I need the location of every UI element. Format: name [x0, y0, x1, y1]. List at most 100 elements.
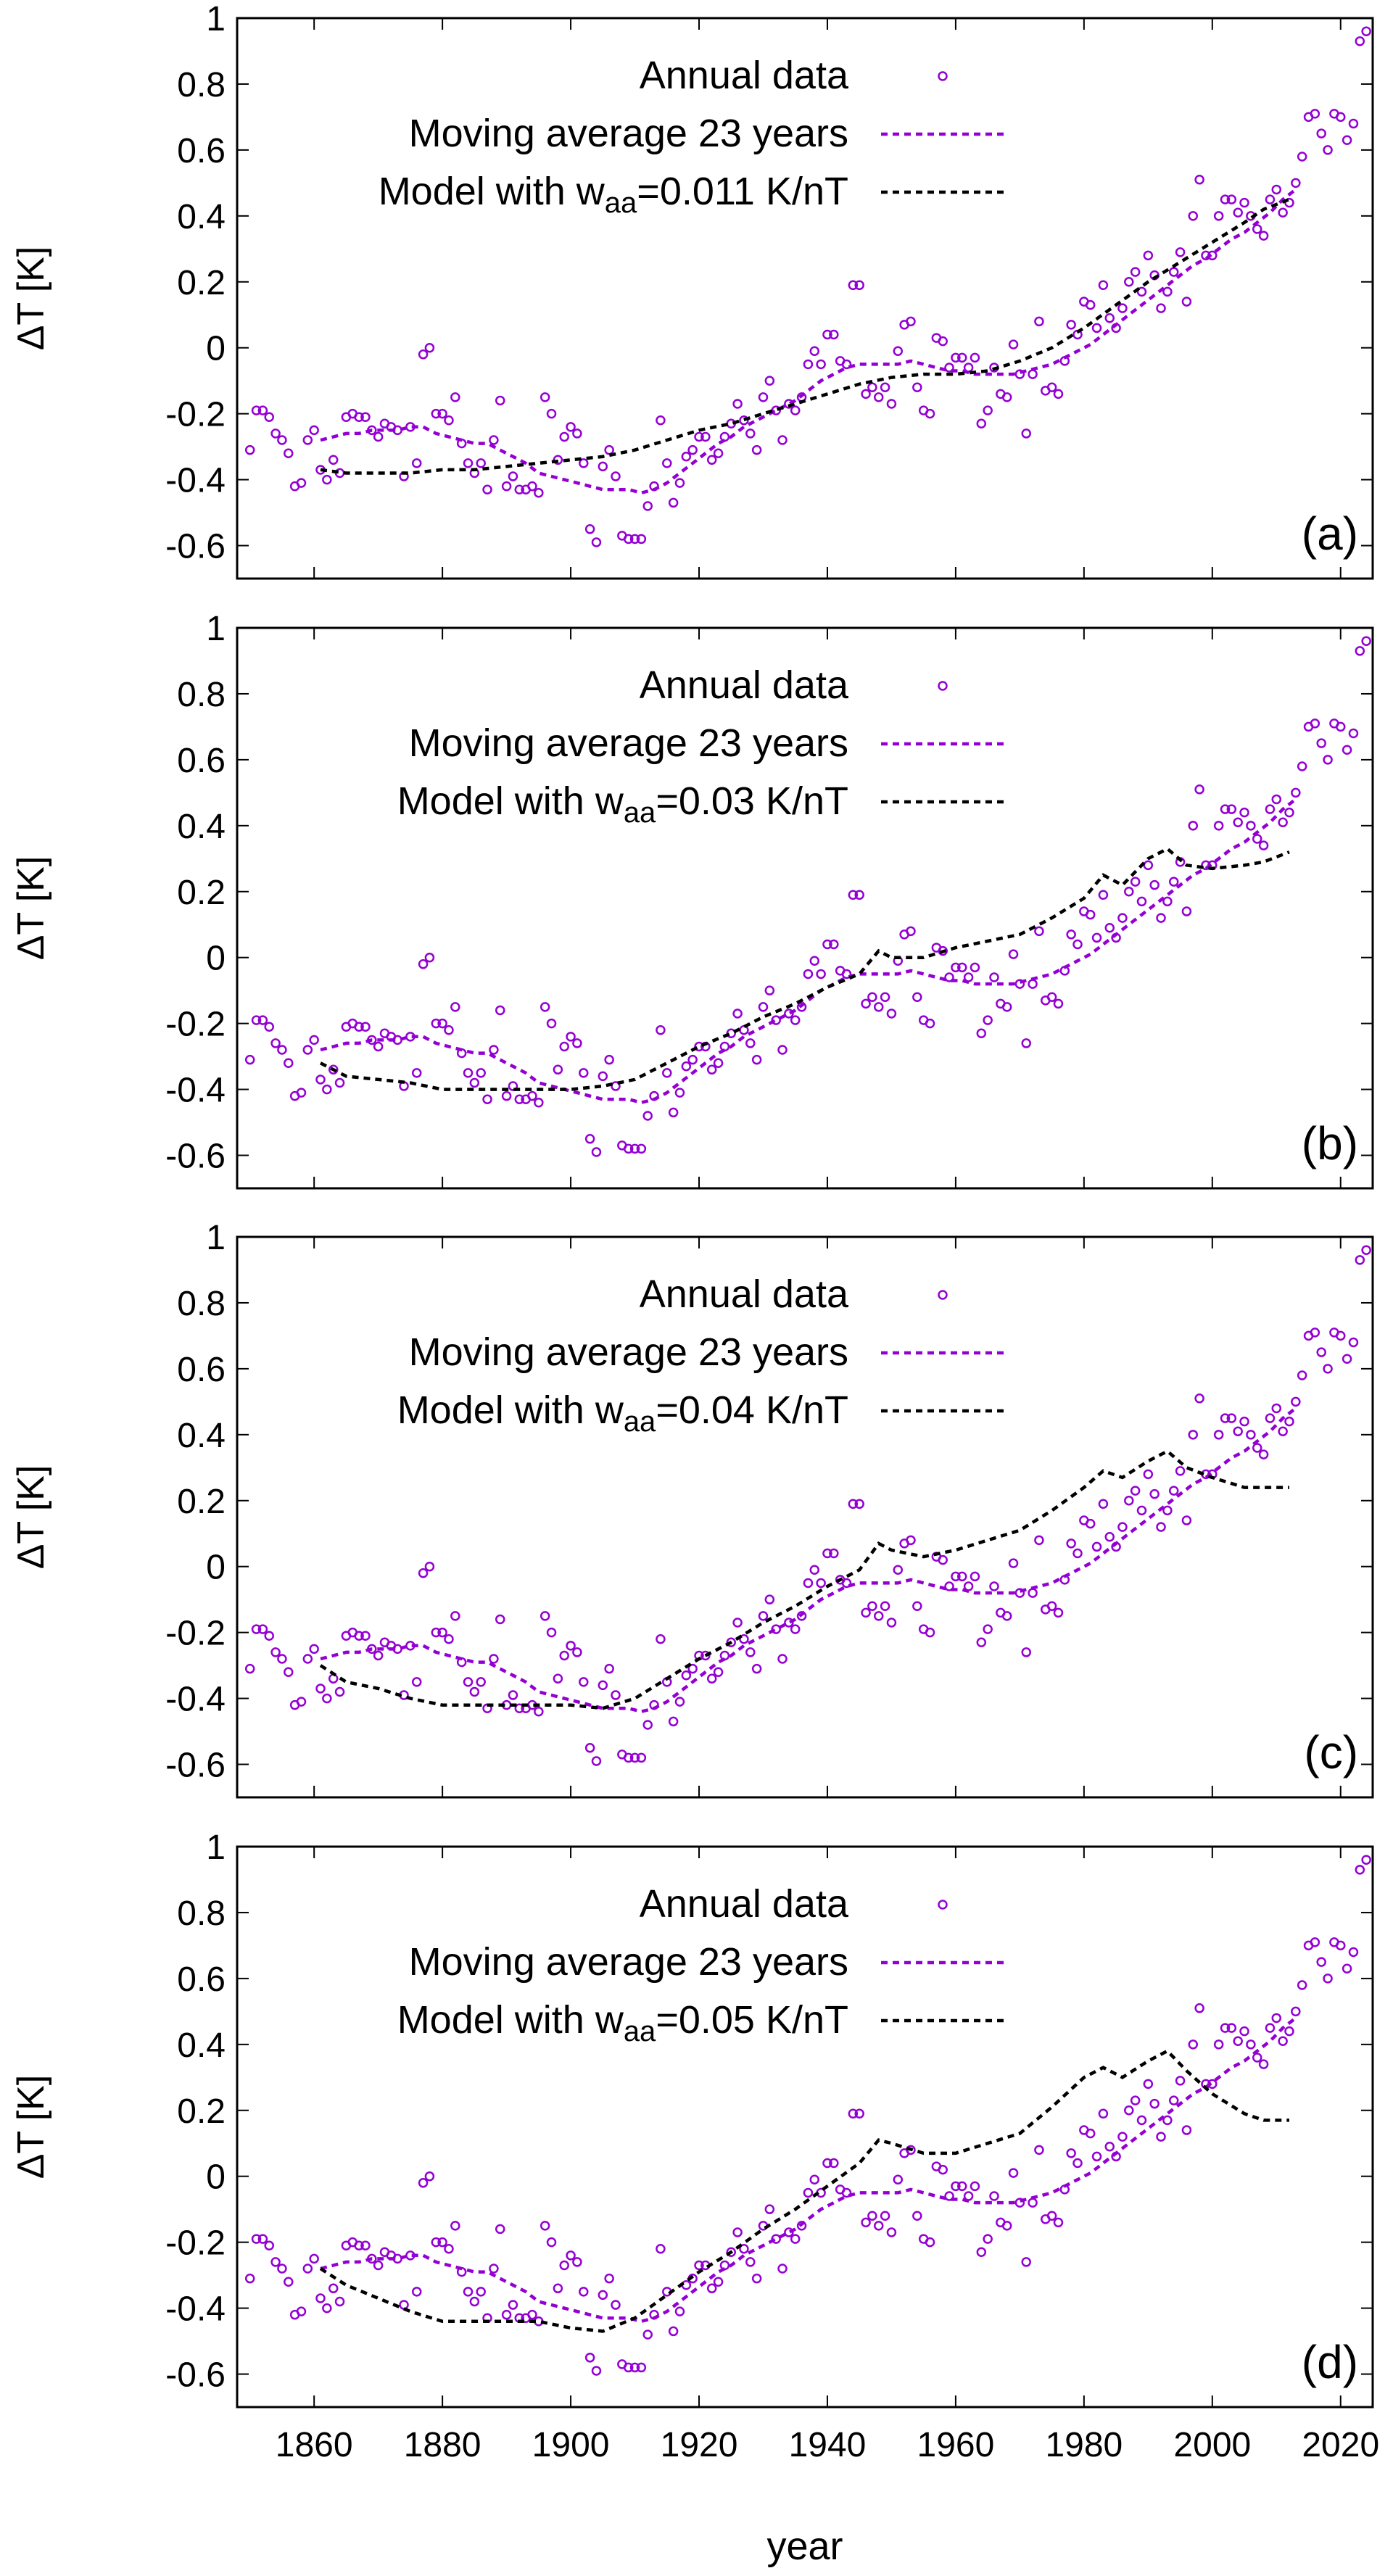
annual-data-point — [514, 484, 525, 494]
annual-data-point — [270, 428, 281, 439]
annual-data-point — [1066, 929, 1076, 940]
annual-data-point — [360, 2240, 371, 2250]
annual-data-point — [1316, 1347, 1326, 1357]
annual-data-point — [796, 1611, 807, 1621]
annual-data-point — [1239, 1416, 1249, 1427]
annual-data-point — [1014, 369, 1025, 379]
y-tick-label: 0.2 — [177, 2092, 226, 2131]
annual-data-point — [719, 431, 730, 442]
annual-data-point — [906, 2145, 916, 2155]
annual-data-point — [495, 2224, 505, 2235]
annual-data-point — [944, 972, 954, 982]
annual-data-point — [841, 969, 852, 980]
annual-data-point — [1297, 761, 1307, 771]
annual-data-point — [893, 1565, 904, 1575]
x-tick-label: 1940 — [789, 2426, 867, 2464]
annual-data-point — [771, 1624, 781, 1634]
annual-data-point — [598, 461, 608, 472]
annual-data-point — [726, 2247, 737, 2258]
annual-data-point — [322, 474, 332, 485]
annual-data-point — [309, 1644, 319, 1654]
annual-data-point — [1220, 194, 1231, 204]
annual-data-point — [508, 1690, 518, 1700]
y-tick-label: 0.8 — [177, 1894, 226, 1933]
annual-data-point — [873, 2221, 884, 2231]
annual-data-point — [501, 1090, 512, 1101]
annual-data-point — [611, 2300, 621, 2310]
annual-data-point — [976, 2247, 987, 2258]
y-axis-label: ΔT [K] — [10, 247, 52, 351]
annual-data-point — [1053, 389, 1064, 399]
annual-data-point — [1342, 745, 1352, 755]
annual-data-point — [546, 2237, 557, 2248]
annual-data-point — [1156, 913, 1166, 923]
annual-data-point — [579, 2287, 589, 2297]
annual-data-point — [886, 1009, 897, 1019]
annual-data-point — [444, 1633, 454, 1644]
annual-data-point — [1066, 2148, 1076, 2158]
annual-data-point — [598, 2290, 608, 2300]
annual-data-point — [906, 926, 916, 937]
annual-data-point — [360, 1631, 371, 1641]
x-tick-label: 1880 — [404, 2426, 481, 2464]
annual-data-point — [816, 1578, 826, 1589]
annual-data-point — [1098, 2108, 1109, 2119]
y-tick-label: -0.6 — [165, 528, 226, 566]
annual-data-point — [546, 1627, 557, 1638]
annual-data-point — [886, 399, 897, 409]
annual-data-point — [270, 1647, 281, 1657]
annual-data-point — [867, 992, 877, 1003]
annual-data-point — [662, 458, 672, 468]
annual-data-point — [1162, 1505, 1173, 1516]
annual-data-point — [713, 2277, 724, 2287]
annual-data-point — [1021, 1038, 1031, 1048]
moving-average-line — [320, 188, 1297, 495]
annual-data-point — [873, 392, 884, 402]
annual-data-point — [970, 1571, 980, 1582]
y-tick-label: -0.4 — [165, 1072, 226, 1110]
annual-data-point — [1291, 178, 1301, 189]
plot-frame — [236, 1235, 1374, 1799]
annual-data-point — [1014, 2198, 1025, 2208]
annual-data-point — [1278, 817, 1288, 828]
annual-data-point — [1124, 887, 1134, 897]
annual-data-point — [764, 2204, 775, 2214]
y-tick-label: 0 — [206, 2158, 226, 2197]
annual-data-point — [1258, 231, 1269, 241]
annual-data-point — [1188, 1430, 1199, 1440]
annual-data-point — [559, 1650, 569, 1661]
plot-frame — [236, 17, 1374, 580]
annual-data-point — [751, 1054, 762, 1065]
annual-data-point — [424, 342, 435, 353]
annual-data-point — [739, 2243, 749, 2254]
annual-data-point — [687, 1663, 698, 1674]
annual-data-point — [983, 2234, 993, 2244]
annual-data-point — [1188, 211, 1199, 221]
annual-data-point — [251, 1015, 262, 1025]
annual-data-point — [1336, 1940, 1346, 1951]
annual-data-point — [559, 431, 569, 442]
annual-data-point — [1342, 1354, 1352, 1364]
y-tick-label: 0.2 — [177, 264, 226, 302]
annual-data-point — [1168, 877, 1179, 887]
annual-data-point — [1130, 2095, 1141, 2105]
annual-data-point — [1156, 303, 1166, 313]
annual-data-point — [315, 1074, 326, 1085]
annual-data-point — [886, 1618, 897, 1628]
annual-data-point — [1252, 2053, 1262, 2063]
x-tick-label: 2020 — [1302, 2426, 1379, 2464]
annual-data-point — [1284, 197, 1294, 208]
annual-data-point — [912, 382, 922, 393]
annual-data-point — [489, 1654, 499, 1664]
annual-data-point — [636, 1143, 647, 1154]
annual-data-point — [437, 408, 447, 419]
annual-data-point — [1278, 2036, 1288, 2047]
annual-data-point — [469, 1686, 480, 1697]
annual-data-point — [925, 1018, 935, 1029]
annual-data-point — [1028, 369, 1038, 379]
annual-data-point — [713, 1667, 724, 1677]
annual-data-point — [841, 359, 852, 370]
annual-data-point — [1136, 2115, 1147, 2126]
annual-data-point — [867, 2211, 877, 2221]
y-tick-label: 0.4 — [177, 808, 226, 846]
